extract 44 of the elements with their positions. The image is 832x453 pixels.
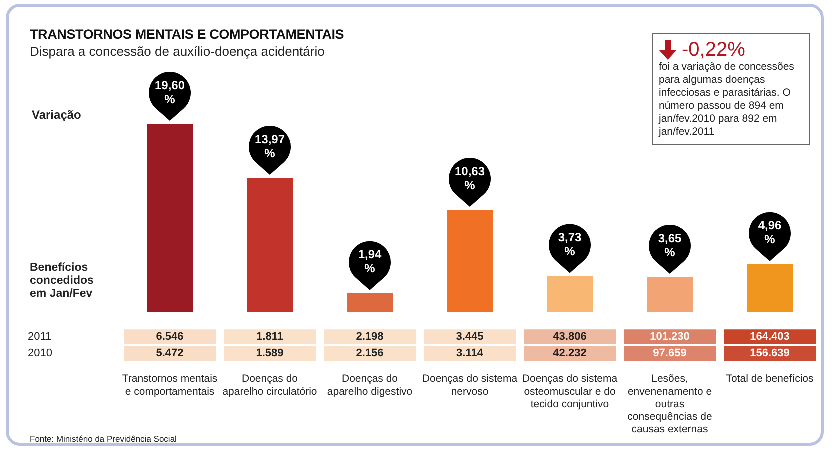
data-label: 6.546 bbox=[156, 330, 184, 343]
chart-title: Benefícios concedidos em Jan/Fev bbox=[30, 262, 95, 301]
x-tick-label: Doenças do sistema osteomuscular e do tecido conjuntivo bbox=[522, 373, 618, 410]
x-tick-label: Transtornos mentais e comportamentais bbox=[122, 373, 218, 398]
bar bbox=[247, 178, 293, 312]
chart-subtitle: Dispara a concessão de auxílio-doença acidentário bbox=[30, 44, 325, 59]
annotation: foi a variação de concessões para algumas doenças infecciosas e parasitárias. O número passou de 894 em jan/fev.2010 para 892 em jan/fev.2011 bbox=[659, 61, 796, 139]
data-label: 1,94 % bbox=[358, 248, 382, 276]
data-label: 3.445 bbox=[456, 330, 484, 343]
bar bbox=[147, 124, 193, 312]
data-label: 19,60 % bbox=[154, 78, 186, 106]
data-label: 2.156 bbox=[356, 348, 384, 360]
data-label: 5.472 bbox=[156, 348, 184, 360]
data-label: 10,63 % bbox=[454, 164, 486, 192]
data-label: 164.403 bbox=[750, 330, 790, 343]
data-label: 43.806 bbox=[553, 330, 587, 343]
source-note: Fonte: Ministério da Previdência Social bbox=[30, 434, 177, 444]
data-label: 2.198 bbox=[356, 330, 384, 343]
x-tick-label: Doenças do sistema nervoso bbox=[422, 373, 518, 398]
data-label: 3,65 % bbox=[658, 231, 682, 260]
data-label: 4,96 % bbox=[758, 218, 782, 247]
x-tick-label: Doenças do aparelho circulatório bbox=[222, 373, 318, 398]
bar bbox=[347, 293, 393, 312]
bar bbox=[547, 276, 593, 312]
data-label: 3,73 % bbox=[558, 230, 582, 259]
y-axis-title: Variação bbox=[32, 108, 82, 122]
text: -0,22% bbox=[682, 39, 746, 61]
x-tick-label: Doenças do aparelho digestivo bbox=[327, 373, 413, 398]
data-label: 3.114 bbox=[456, 348, 484, 360]
data-label: 1.811 bbox=[256, 330, 284, 343]
x-tick-label: Lesões, envenenamento e outras consequências de causas externas bbox=[628, 373, 712, 436]
data-label: 42.232 bbox=[553, 348, 587, 360]
data-label: 1.589 bbox=[256, 348, 284, 360]
x-tick-label: Total de benefícios bbox=[726, 373, 814, 386]
data-label: 156.639 bbox=[750, 348, 790, 360]
y-tick-label: 2011 bbox=[28, 330, 52, 343]
bar bbox=[647, 276, 693, 312]
y-tick-label: 2010 bbox=[28, 348, 52, 360]
bar bbox=[747, 264, 793, 312]
data-label: 101.230 bbox=[650, 330, 690, 343]
bar bbox=[447, 210, 493, 312]
chart-title: TRANSTORNOS MENTAIS E COMPORTAMENTAIS bbox=[30, 27, 344, 42]
data-label: 13,97 % bbox=[254, 132, 286, 160]
data-label: 97.659 bbox=[653, 348, 687, 360]
